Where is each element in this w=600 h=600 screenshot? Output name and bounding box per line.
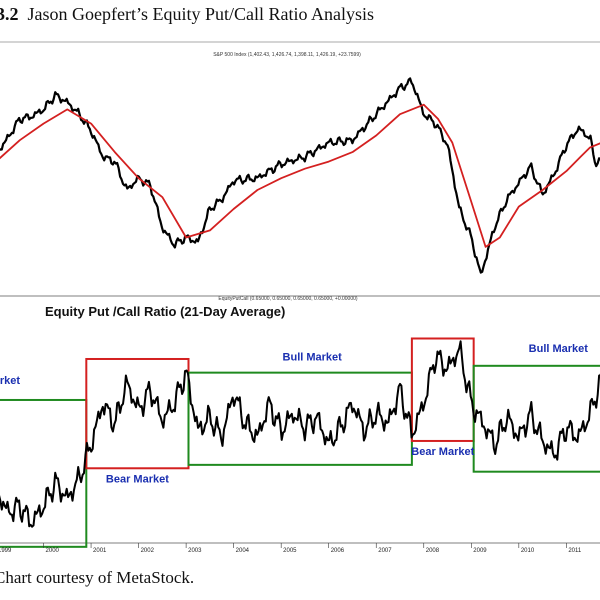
bull-market-label: Bull Market — [529, 343, 589, 355]
pcr-panel: Bull Market Bear Market Bull Market Bear Ma… — [0, 337, 600, 548]
spx-header: S&P 500 Index (1,402.43, 1,426.74, 1,398… — [213, 52, 361, 58]
spx-series-line — [0, 77, 600, 274]
x-tick-label: 2003 — [188, 548, 202, 554]
x-tick-label: 2009 — [473, 548, 487, 554]
x-tick-label: 2002 — [141, 548, 155, 554]
x-tick-label: 2006 — [331, 548, 345, 554]
x-tick-label: 2010 — [521, 548, 535, 554]
bear-market-label: Bear Market — [411, 446, 474, 458]
bull-market-box — [0, 398, 88, 548]
pcr-panel-title: Equity Put /Call Ratio (21-Day Average) — [45, 304, 285, 319]
pcr-header: EquityPutCall (0.65000, 0.65000, 0.65000… — [218, 296, 357, 302]
bull-market-label: Bull Market — [283, 352, 343, 364]
x-tick-label: 2004 — [236, 548, 250, 554]
pcr-series-line — [0, 340, 600, 528]
x-tick-label: 2001 — [93, 548, 107, 554]
spx-panel — [0, 77, 600, 274]
bear-market-label: Bear Market — [106, 473, 169, 485]
figure-number: 3.2 — [0, 4, 19, 24]
figure-caption: Chart courtesy of MetaStock. — [0, 568, 195, 587]
ma-series-line — [0, 103, 600, 248]
x-tick-label: 2000 — [46, 548, 60, 554]
bear-market-box — [410, 337, 475, 442]
x-tick-label: 2005 — [283, 548, 297, 554]
figure-title-text: Jason Goepfert’s Equity Put/Call Ratio A… — [27, 4, 374, 24]
x-tick-label: 2008 — [426, 548, 440, 554]
x-axis: 1999 2000 2001 2002 2003 2004 2005 2006 2007 2008… — [0, 543, 582, 554]
bull-market-label: Bull Market — [0, 375, 20, 387]
x-tick-label: 2011 — [568, 548, 582, 554]
figure-title: 3.2 Jason Goepfert’s Equity Put/Call Rat… — [0, 4, 374, 25]
x-tick-label: 1999 — [0, 548, 12, 554]
bull-market-box — [472, 364, 600, 473]
x-tick-label: 2007 — [378, 548, 392, 554]
